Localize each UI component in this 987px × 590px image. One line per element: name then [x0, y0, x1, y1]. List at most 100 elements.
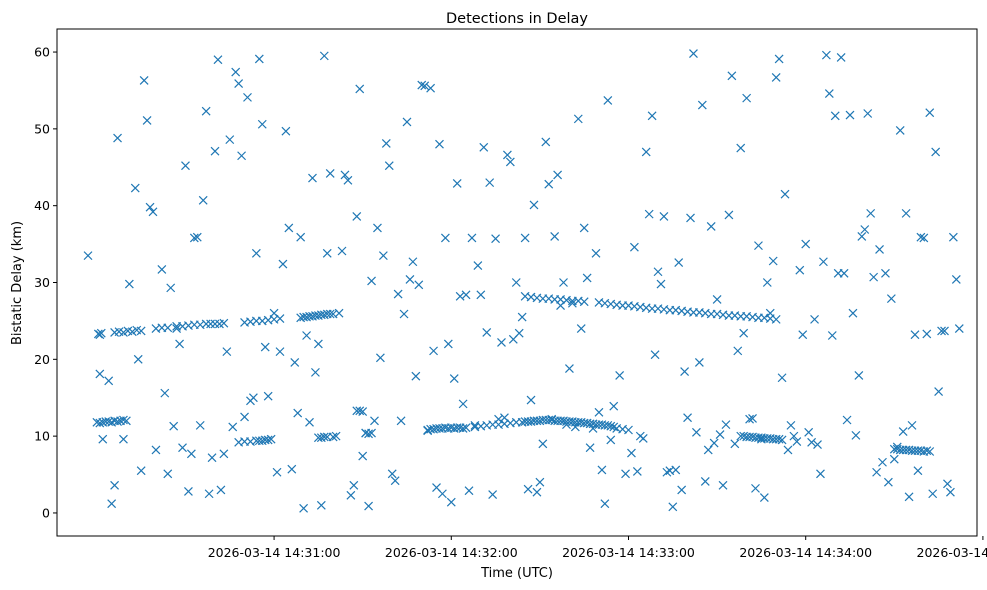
data-point	[697, 100, 707, 110]
data-point	[505, 157, 515, 167]
data-point	[748, 414, 757, 423]
data-point	[659, 212, 669, 221]
data-point	[783, 445, 793, 455]
data-point	[771, 72, 781, 82]
data-point	[538, 439, 548, 449]
data-point	[689, 49, 698, 59]
data-point	[494, 414, 503, 424]
data-point	[564, 364, 574, 373]
data-point	[485, 178, 495, 188]
data-point	[892, 442, 902, 452]
data-point	[913, 466, 923, 476]
data-point	[201, 106, 211, 116]
data-point	[157, 265, 167, 274]
data-point	[686, 213, 695, 223]
data-point	[411, 371, 421, 381]
data-point	[526, 395, 536, 405]
data-point	[703, 445, 713, 455]
data-point	[278, 259, 288, 269]
data-point	[810, 314, 819, 324]
data-point	[709, 438, 719, 448]
data-point	[514, 328, 524, 338]
data-point	[83, 251, 93, 261]
data-point	[311, 367, 320, 377]
data-point	[284, 223, 294, 233]
data-point	[943, 479, 952, 489]
data-point	[677, 485, 687, 495]
data-point	[240, 412, 249, 422]
data-point	[96, 328, 106, 338]
data-point	[881, 268, 890, 278]
data-point	[452, 178, 462, 188]
data-point	[647, 111, 657, 121]
data-point	[845, 110, 855, 120]
data-point	[907, 420, 917, 430]
data-point	[863, 109, 873, 118]
data-point	[774, 434, 784, 444]
data-point	[556, 301, 565, 310]
data-point	[624, 425, 633, 435]
data-point	[429, 346, 438, 356]
data-point	[408, 257, 418, 267]
data-point	[302, 331, 311, 340]
data-point	[662, 467, 672, 477]
data-point	[591, 248, 601, 258]
data-point	[821, 50, 831, 60]
data-point	[500, 413, 509, 423]
x-tick-label: 2026-03-14 14:31:00	[208, 545, 341, 560]
data-point	[98, 434, 108, 444]
data-point	[110, 480, 120, 490]
data-point	[166, 283, 176, 293]
data-point	[777, 435, 787, 445]
data-point	[754, 241, 763, 251]
data-point	[396, 416, 406, 426]
x-axis-label: Time (UTC)	[480, 566, 553, 581]
data-point	[759, 493, 769, 503]
data-point	[95, 418, 105, 428]
data-point	[916, 232, 926, 242]
data-point	[169, 421, 179, 431]
data-point	[467, 233, 477, 243]
data-point	[742, 93, 752, 103]
data-point	[866, 208, 876, 218]
data-point	[219, 449, 229, 459]
chart-title: Detections in Delay	[446, 11, 588, 27]
data-point	[712, 294, 722, 304]
data-point	[727, 71, 737, 81]
data-point	[387, 469, 397, 479]
data-point	[337, 246, 347, 256]
data-point	[830, 111, 840, 121]
data-point	[458, 424, 468, 433]
data-point	[922, 329, 932, 339]
data-point	[733, 346, 743, 356]
data-point	[904, 492, 914, 502]
data-point	[827, 331, 837, 340]
data-point	[370, 416, 379, 426]
data-point	[547, 414, 557, 424]
data-point	[603, 96, 613, 105]
data-point	[816, 469, 825, 479]
data-point	[207, 453, 217, 463]
data-point	[213, 55, 223, 65]
data-point	[124, 279, 134, 289]
data-point	[390, 476, 400, 486]
data-point	[195, 420, 205, 430]
plot-area	[56, 28, 978, 537]
data-point	[919, 233, 929, 243]
data-point	[937, 326, 946, 336]
y-tick-label: 30	[34, 275, 50, 290]
data-point	[378, 251, 388, 261]
data-point	[231, 67, 241, 77]
data-point	[334, 308, 344, 318]
data-point	[367, 276, 376, 286]
data-point	[585, 443, 595, 453]
data-point	[641, 147, 651, 157]
data-point	[886, 294, 896, 304]
data-point	[269, 308, 279, 318]
data-point	[691, 427, 701, 437]
data-point	[721, 420, 731, 430]
data-point	[358, 451, 368, 461]
data-point	[606, 435, 616, 445]
data-point	[355, 406, 365, 416]
y-tick-label: 50	[34, 121, 50, 136]
